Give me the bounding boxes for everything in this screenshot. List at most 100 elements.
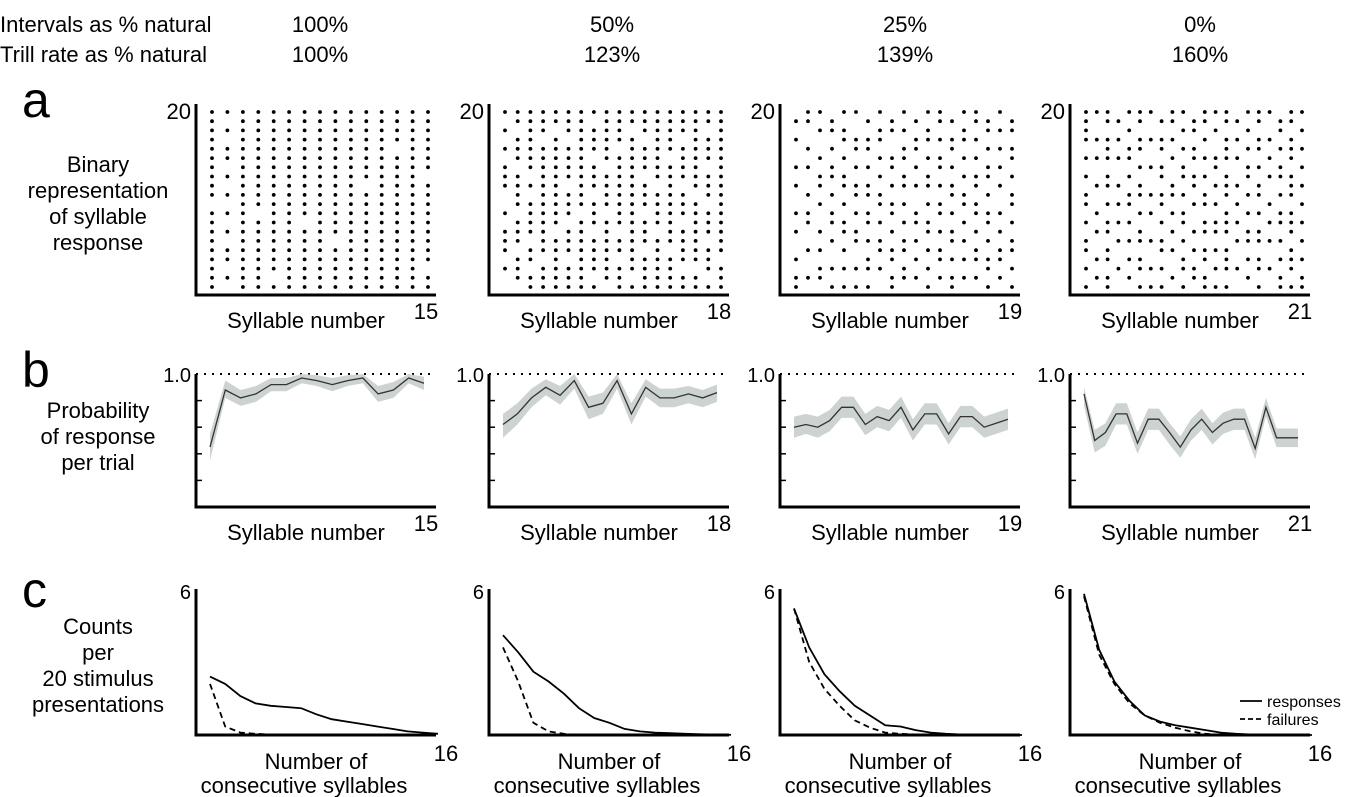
raster-dot xyxy=(681,174,685,179)
raster-dot xyxy=(668,220,673,225)
raster-dot xyxy=(333,211,338,216)
raster-dot xyxy=(604,119,609,124)
raster-dot xyxy=(604,275,609,280)
raster-dot xyxy=(503,266,507,271)
raster-dot xyxy=(1084,193,1088,197)
raster-dot xyxy=(553,257,558,262)
raster-dot xyxy=(693,156,698,161)
raster-dot xyxy=(1094,211,1099,216)
raster-dot xyxy=(271,119,276,124)
raster-dot xyxy=(210,193,214,197)
raster-dot xyxy=(1181,146,1186,151)
counts-1-axes xyxy=(194,589,436,737)
prob-x-axis-label: Syllable number xyxy=(811,520,969,545)
raster-dot xyxy=(1300,285,1304,289)
header-trill-value-3: 139% xyxy=(877,42,933,67)
raster-dot xyxy=(1127,220,1132,225)
raster-dot xyxy=(515,119,520,124)
raster-dot xyxy=(426,211,430,216)
raster-dot xyxy=(974,156,978,161)
raster-dot xyxy=(1138,229,1142,234)
raster-dot xyxy=(379,165,384,170)
raster-dot xyxy=(998,165,1002,170)
raster-dot xyxy=(1278,128,1283,133)
raster-dot xyxy=(950,285,954,289)
prob-mean-line xyxy=(209,377,425,448)
raster-dot xyxy=(806,248,810,253)
raster-dot xyxy=(241,285,245,289)
raster-dot xyxy=(1170,156,1175,161)
raster-dot xyxy=(379,183,384,188)
raster-dot xyxy=(604,156,609,161)
raster-dot xyxy=(1235,220,1240,225)
prob-2-axes xyxy=(487,374,729,509)
raster-dot xyxy=(938,119,942,124)
counts-x-axis-label-2: consecutive syllables xyxy=(1075,773,1282,797)
raster-dot xyxy=(566,248,571,253)
raster-dot xyxy=(1235,266,1240,271)
raster-dot xyxy=(1300,202,1304,207)
raster-dot xyxy=(1256,137,1261,142)
raster-dot xyxy=(950,137,954,142)
raster-dot xyxy=(878,266,882,271)
raster-dot xyxy=(655,266,660,271)
raster-dot xyxy=(1213,128,1218,133)
raster-dot xyxy=(1224,146,1229,151)
raster-dot xyxy=(1127,146,1132,151)
raster-dot xyxy=(1127,275,1132,280)
raster-dot xyxy=(693,220,698,225)
raster-dot xyxy=(318,146,322,151)
raster-dot xyxy=(210,266,214,271)
raster-dot xyxy=(553,285,558,289)
raster-dot xyxy=(655,239,660,243)
raster-dot xyxy=(842,202,846,207)
raster-dot xyxy=(333,202,338,207)
raster-dot xyxy=(950,193,954,197)
raster-dot xyxy=(681,202,685,207)
raster-dot xyxy=(1246,146,1250,151)
raster-dot xyxy=(541,266,545,271)
raster-dot xyxy=(998,257,1002,262)
raster-dot xyxy=(395,137,399,142)
raster-dot xyxy=(693,174,698,179)
raster-dot xyxy=(364,220,369,225)
raster-dot xyxy=(1084,266,1088,271)
raster-dot xyxy=(287,146,291,151)
raster-dot xyxy=(1289,156,1294,161)
raster-dot xyxy=(225,110,230,114)
raster-dot xyxy=(379,211,384,216)
raster-dot xyxy=(256,275,261,280)
raster-dot xyxy=(271,146,276,151)
raster-dot xyxy=(794,119,798,124)
raster-dot xyxy=(668,275,673,280)
raster-dot xyxy=(515,229,520,234)
header-trill-value-4: 160% xyxy=(1172,42,1228,67)
raster-3-axes xyxy=(778,104,1020,297)
raster-dot xyxy=(318,174,322,179)
raster-dot xyxy=(349,220,353,225)
raster-x-max-label: 19 xyxy=(998,299,1022,324)
raster-dot xyxy=(1138,266,1142,271)
raster-dot xyxy=(1246,239,1250,243)
raster-dot xyxy=(1202,248,1207,253)
raster-dot xyxy=(318,128,322,133)
raster-dot xyxy=(830,128,834,133)
raster-dot xyxy=(395,119,399,124)
header-intervals-value-4: 0% xyxy=(1184,12,1216,37)
raster-dot xyxy=(902,239,906,243)
raster-dot xyxy=(630,266,634,271)
raster-dot xyxy=(866,239,870,243)
raster-dot xyxy=(617,220,622,225)
raster-dot xyxy=(1278,239,1283,243)
raster-dot xyxy=(1181,193,1186,197)
raster-dot xyxy=(256,202,261,207)
raster-dot xyxy=(302,211,307,216)
raster-dot xyxy=(426,146,430,151)
raster-dot xyxy=(962,202,966,207)
raster-dot xyxy=(1300,146,1304,151)
raster-dot xyxy=(1278,285,1283,289)
raster-y-max-label: 20 xyxy=(1041,99,1065,124)
raster-dot xyxy=(410,193,415,197)
raster-dot xyxy=(1105,285,1110,289)
raster-dot xyxy=(1224,257,1229,262)
